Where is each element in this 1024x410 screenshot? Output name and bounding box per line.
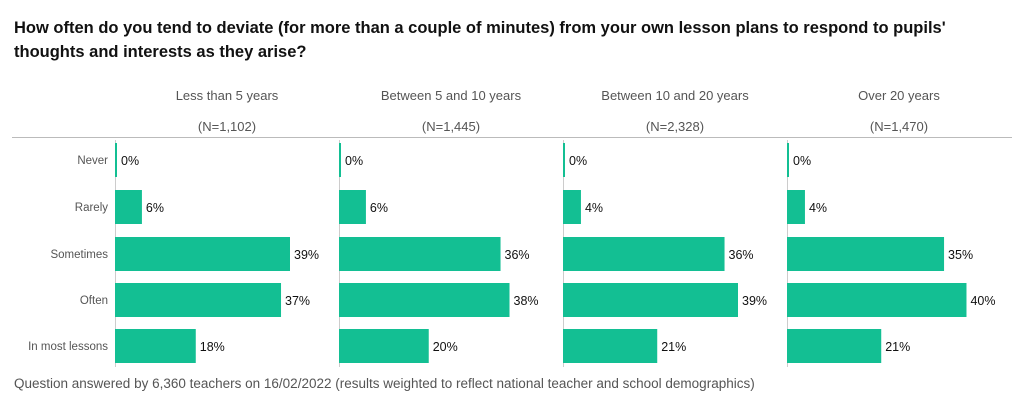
- panel-n-label: (N=1,102): [198, 119, 256, 134]
- bar: [339, 283, 510, 317]
- bar: [115, 237, 290, 271]
- bar: [339, 143, 341, 177]
- data-label: 4%: [585, 201, 603, 215]
- bar: [787, 329, 882, 363]
- bar-chart: Never Rarely Sometimes Often In most lessons…: [12, 88, 1012, 367]
- bar: [563, 237, 725, 271]
- data-label: 38%: [514, 294, 539, 308]
- bar: [563, 143, 565, 177]
- data-label: 39%: [742, 294, 767, 308]
- data-label: 4%: [809, 201, 827, 215]
- bar: [563, 329, 658, 363]
- panel-n-label: (N=1,445): [422, 119, 480, 134]
- data-label: 0%: [121, 154, 139, 168]
- data-label: 39%: [294, 248, 319, 262]
- chart-footnote: Question answered by 6,360 teachers on 1…: [14, 376, 755, 391]
- category-label: Rarely: [75, 202, 108, 214]
- bar: [115, 329, 196, 363]
- category-label: In most lessons: [28, 341, 108, 353]
- panel-header: Over 20 years: [858, 88, 940, 103]
- panel-n-label: (N=1,470): [870, 119, 928, 134]
- bar: [115, 190, 142, 224]
- bar: [339, 329, 429, 363]
- data-label: 0%: [345, 154, 363, 168]
- data-label: 6%: [146, 201, 164, 215]
- data-label: 18%: [200, 340, 225, 354]
- data-label: 37%: [285, 294, 310, 308]
- bar: [115, 143, 117, 177]
- data-label: 36%: [505, 248, 530, 262]
- bar: [787, 283, 967, 317]
- data-label: 0%: [569, 154, 587, 168]
- category-label: Never: [77, 155, 108, 167]
- bar: [787, 237, 945, 271]
- bar: [339, 190, 366, 224]
- data-label: 21%: [661, 340, 686, 354]
- bar: [787, 143, 789, 177]
- bar: [787, 190, 805, 224]
- data-label: 0%: [793, 154, 811, 168]
- data-label: 40%: [970, 294, 995, 308]
- data-label: 20%: [433, 340, 458, 354]
- data-label: 21%: [885, 340, 910, 354]
- category-label: Sometimes: [50, 249, 108, 261]
- bar: [563, 190, 581, 224]
- panel-header: Between 5 and 10 years: [381, 88, 522, 103]
- category-label: Often: [80, 295, 108, 307]
- chart-title: How often do you tend to deviate (for mo…: [14, 19, 946, 61]
- data-label: 36%: [729, 248, 754, 262]
- panel-header: Between 10 and 20 years: [601, 88, 749, 103]
- data-label: 6%: [370, 201, 388, 215]
- data-label: 35%: [948, 248, 973, 262]
- bar: [339, 237, 501, 271]
- bar: [563, 283, 738, 317]
- panel-n-label: (N=2,328): [646, 119, 704, 134]
- panel-header: Less than 5 years: [176, 88, 279, 103]
- bar: [115, 283, 282, 317]
